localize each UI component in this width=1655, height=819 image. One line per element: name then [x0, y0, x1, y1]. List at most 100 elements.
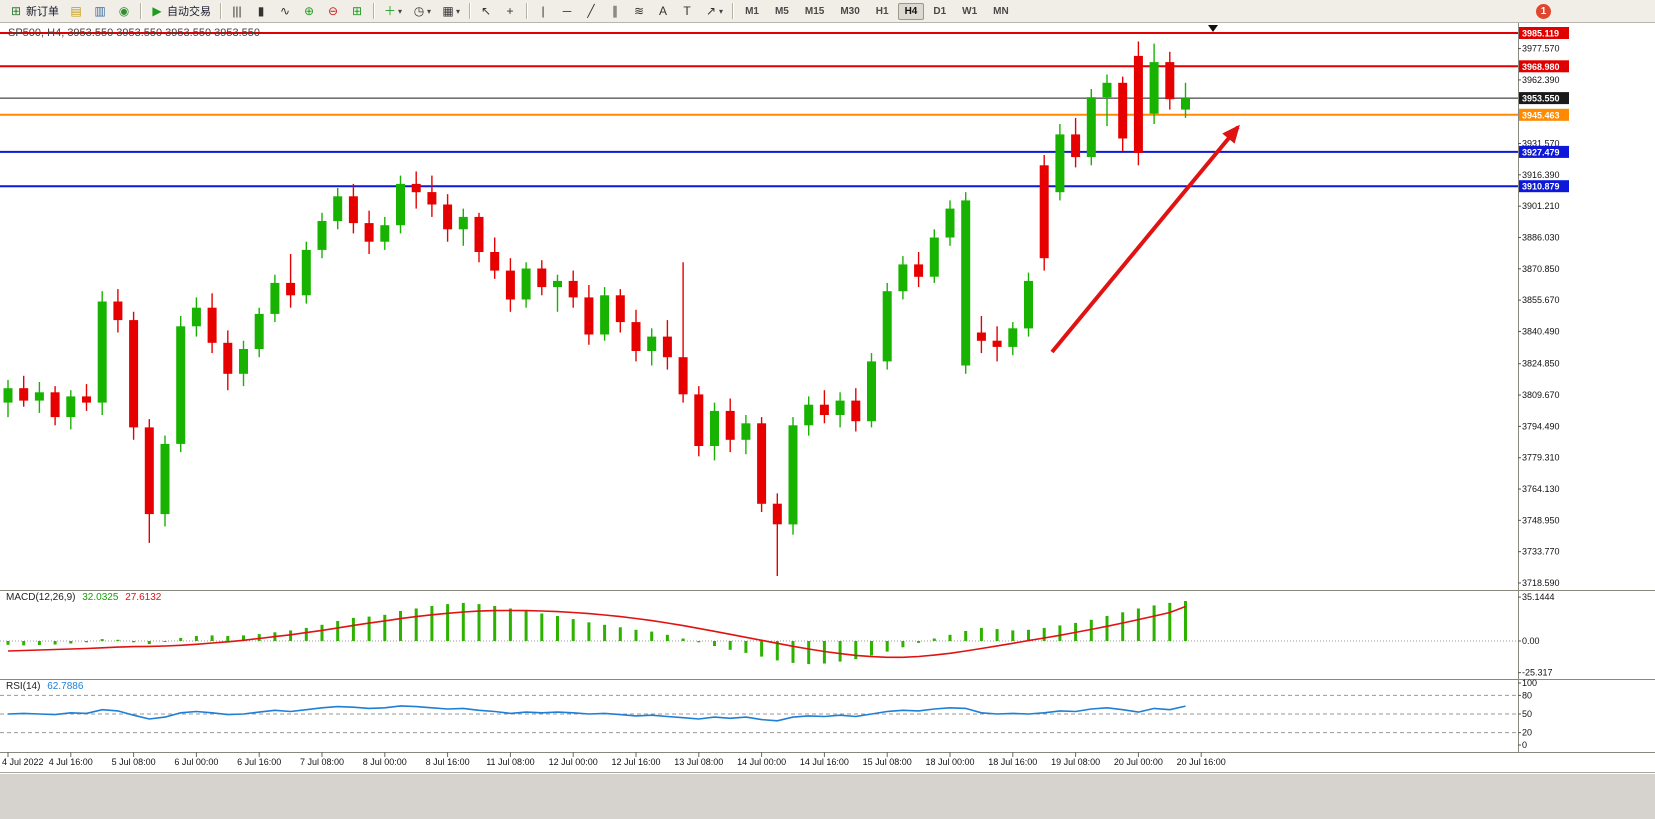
label-icon[interactable]: T — [676, 1, 698, 22]
new-order-label: 新订单 — [26, 6, 59, 18]
notification-badge[interactable]: 1 — [1536, 4, 1551, 19]
zoom-out-icon: ⊖ — [327, 3, 339, 18]
rsi-name: RSI(14) — [6, 681, 41, 692]
svg-text:7 Jul 08:00: 7 Jul 08:00 — [300, 757, 344, 767]
templates-icon: ▦ — [442, 3, 454, 18]
macd-name: MACD(12,26,9) — [6, 592, 76, 603]
svg-text:14 Jul 16:00: 14 Jul 16:00 — [800, 757, 849, 767]
svg-text:-25.317: -25.317 — [1522, 668, 1553, 678]
line-chart-icon[interactable]: ∿ — [274, 1, 296, 22]
templates-button[interactable]: ▦ ▾ — [437, 1, 464, 22]
timeframe-d1[interactable]: D1 — [933, 5, 947, 17]
svg-text:6 Jul 16:00: 6 Jul 16:00 — [237, 757, 281, 767]
timeframe-w1[interactable]: W1 — [962, 5, 978, 17]
svg-text:3718.590: 3718.590 — [1522, 578, 1560, 588]
svg-text:3953.550: 3953.550 — [1522, 94, 1560, 104]
price-tag: 3927.479 — [1519, 145, 1569, 158]
tile-windows-icon[interactable]: ⊞ — [346, 1, 368, 22]
svg-text:12 Jul 16:00: 12 Jul 16:00 — [611, 757, 660, 767]
charts-icon[interactable]: ▤ — [65, 1, 87, 22]
svg-text:3901.210: 3901.210 — [1522, 201, 1560, 211]
svg-text:19 Jul 08:00: 19 Jul 08:00 — [1051, 757, 1100, 767]
navigator-icon[interactable]: ◉ — [113, 1, 135, 22]
timeframe-h1[interactable]: H1 — [875, 5, 889, 17]
new-order-button[interactable]: ⊞ 新订单 — [5, 1, 63, 22]
auto-trading-label: 自动交易 — [167, 6, 211, 18]
trend-arrow[interactable] — [1050, 124, 1240, 354]
text-icon[interactable]: A — [652, 1, 674, 22]
svg-text:5 Jul 08:00: 5 Jul 08:00 — [112, 757, 156, 767]
price-tag: 3968.980 — [1519, 60, 1569, 73]
svg-text:8 Jul 00:00: 8 Jul 00:00 — [363, 757, 407, 767]
charts-icon: ▤ — [70, 3, 82, 18]
price-axis[interactable]: 3977.570 3962.390 3931.570 3916.390 3901.210… — [1518, 27, 1569, 588]
trendline-icon[interactable]: ╱ — [580, 1, 602, 22]
svg-text:12 Jul 00:00: 12 Jul 00:00 — [549, 757, 598, 767]
svg-text:15 Jul 08:00: 15 Jul 08:00 — [863, 757, 912, 767]
toolbar-separator — [140, 3, 141, 19]
candlestick-icon[interactable]: ▮ — [250, 1, 272, 22]
svg-text:3910.879: 3910.879 — [1522, 182, 1560, 192]
macd-panel: 35.1444 0.00 -25.317 — [0, 592, 1555, 678]
vertical-line-icon: | — [541, 3, 545, 18]
indicators-button[interactable]: ＋ ▾ — [379, 1, 406, 22]
svg-text:3870.850: 3870.850 — [1522, 264, 1560, 274]
svg-text:20: 20 — [1522, 728, 1532, 738]
crosshair-icon[interactable]: + — [499, 1, 521, 22]
fibonacci-icon: ≋ — [634, 3, 645, 18]
svg-text:35.1444: 35.1444 — [1522, 592, 1555, 602]
arrows-button[interactable]: ↗ ▾ — [700, 1, 727, 22]
object-marker[interactable] — [1208, 25, 1218, 32]
market-watch-icon: ▥ — [94, 3, 106, 18]
svg-text:3886.030: 3886.030 — [1522, 232, 1560, 242]
arrows-icon: ↗ — [706, 3, 717, 18]
bar-chart-icon: ||| — [232, 3, 242, 18]
svg-text:100: 100 — [1522, 678, 1537, 688]
candlesticks — [3, 41, 1190, 576]
periods-button[interactable]: ◷ ▾ — [408, 1, 435, 22]
horizontal-line-icon[interactable]: ─ — [556, 1, 578, 22]
zoom-in-icon[interactable]: ⊕ — [298, 1, 320, 22]
fibonacci-icon[interactable]: ≋ — [628, 1, 650, 22]
svg-text:14 Jul 00:00: 14 Jul 00:00 — [737, 757, 786, 767]
horizontal-lines[interactable] — [0, 32, 1518, 188]
svg-text:20 Jul 00:00: 20 Jul 00:00 — [1114, 757, 1163, 767]
svg-text:50: 50 — [1522, 709, 1532, 719]
price-tag: 3985.119 — [1519, 27, 1569, 39]
price-tag: 3910.879 — [1519, 180, 1569, 193]
vertical-line-icon[interactable]: | — [532, 1, 554, 22]
rsi-panel: 100 80 50 20 0 — [0, 678, 1537, 750]
svg-text:3794.490: 3794.490 — [1522, 421, 1560, 431]
auto-trading-icon: ▶ — [152, 3, 162, 18]
price-tag: 3945.463 — [1519, 108, 1569, 121]
cursor-icon[interactable]: ↖ — [475, 1, 497, 22]
time-axis[interactable]: 4 Jul 2022 4 Jul 16:00 5 Jul 08:00 6 Jul 00… — [2, 752, 1226, 767]
timeframe-h4[interactable]: H4 — [897, 2, 925, 20]
svg-text:3968.980: 3968.980 — [1522, 62, 1560, 72]
toolbar-separator — [469, 3, 471, 19]
timeframe-mn[interactable]: MN — [993, 5, 1009, 17]
rsi-value: 62.7886 — [47, 681, 84, 692]
zoom-out-icon[interactable]: ⊖ — [322, 1, 344, 22]
macd-value: 32.0325 — [82, 592, 119, 603]
label-icon: T — [683, 3, 691, 18]
toolbar: ⊞ 新订单 ▤ ▥ ◉ ▶ 自动交易 ||| ▮ ∿ ⊕ ⊖ ⊞ ＋ ▾ ◷ ▾ ▦ ▾ ↖ + | ─ ╱ ∥ ≋ A T ↗ ▾ M1 M… — [0, 0, 1655, 23]
channel-icon[interactable]: ∥ — [604, 1, 626, 22]
timeframe-m30[interactable]: M30 — [840, 5, 860, 17]
svg-text:0.00: 0.00 — [1522, 636, 1540, 646]
svg-text:3945.463: 3945.463 — [1522, 110, 1560, 120]
svg-text:18 Jul 00:00: 18 Jul 00:00 — [925, 757, 974, 767]
price-tag: 3953.550 — [1519, 92, 1569, 105]
market-watch-icon[interactable]: ▥ — [89, 1, 111, 22]
timeframe-m5[interactable]: M5 — [774, 5, 789, 17]
timeframe-m1[interactable]: M1 — [745, 5, 759, 17]
timeframe-m15[interactable]: M15 — [804, 5, 825, 17]
svg-text:3916.390: 3916.390 — [1522, 170, 1560, 180]
chevron-down-icon: ▾ — [398, 6, 403, 16]
svg-text:18 Jul 16:00: 18 Jul 16:00 — [988, 757, 1037, 767]
channel-icon: ∥ — [612, 3, 619, 18]
periods-icon: ◷ — [413, 3, 425, 18]
bar-chart-icon[interactable]: ||| — [226, 1, 248, 22]
auto-trading-button[interactable]: ▶ 自动交易 — [146, 1, 215, 22]
